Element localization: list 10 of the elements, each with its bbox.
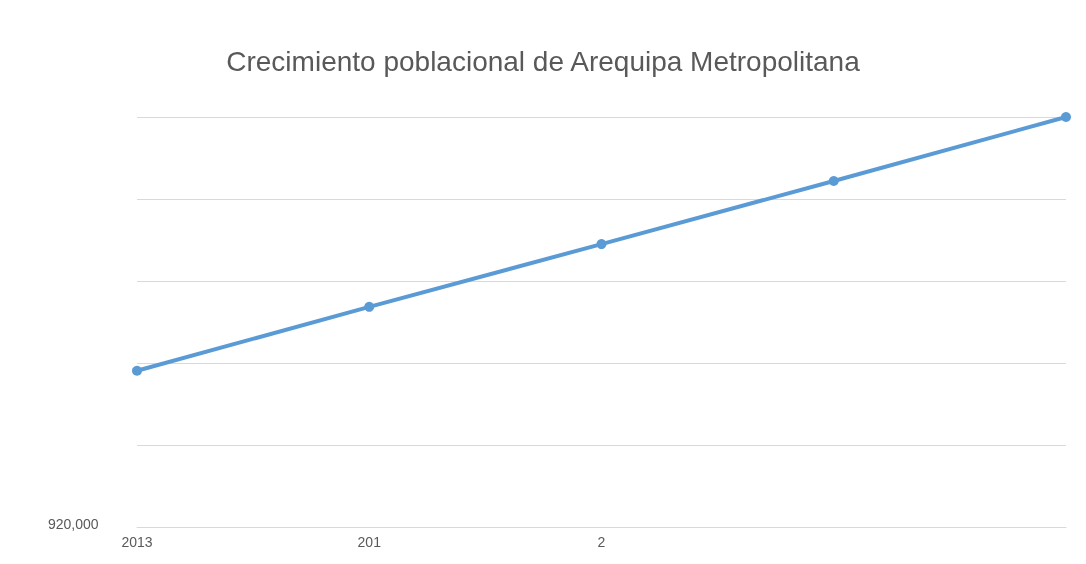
- chart-title: Crecimiento poblacional de Arequipa Metropolitana: [226, 45, 861, 77]
- point: [596, 239, 607, 250]
- point: [828, 175, 839, 186]
- point: [1061, 112, 1071, 122]
- text: 920,000: [48, 516, 99, 532]
- point: [132, 365, 142, 376]
- x-tick-label: 201: [357, 534, 382, 550]
- x-tick-label: 2: [597, 534, 606, 550]
- point: [364, 301, 375, 312]
- x-tick-label: 2013: [121, 534, 153, 550]
